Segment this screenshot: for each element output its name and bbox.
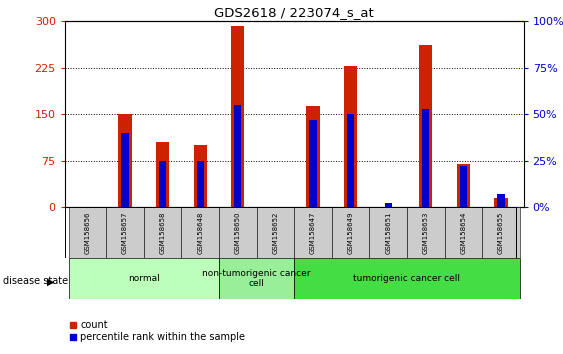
Bar	[156, 142, 169, 207]
Text: normal: normal	[128, 274, 159, 283]
Bar	[118, 114, 132, 207]
FancyBboxPatch shape	[445, 207, 482, 258]
Bar	[457, 164, 470, 207]
Text: tumorigenic cancer cell: tumorigenic cancer cell	[354, 274, 461, 283]
Text: GSM158647: GSM158647	[310, 211, 316, 254]
FancyBboxPatch shape	[144, 207, 181, 258]
FancyBboxPatch shape	[181, 207, 219, 258]
Bar	[309, 120, 316, 207]
Text: GSM158652: GSM158652	[272, 212, 278, 254]
FancyBboxPatch shape	[257, 207, 294, 258]
Bar	[419, 45, 432, 207]
Title: GDS2618 / 223074_s_at: GDS2618 / 223074_s_at	[215, 6, 374, 19]
FancyBboxPatch shape	[332, 207, 369, 258]
Text: GSM158648: GSM158648	[197, 211, 203, 254]
FancyBboxPatch shape	[294, 258, 520, 299]
Bar	[231, 25, 244, 207]
Text: GSM158658: GSM158658	[159, 211, 166, 254]
FancyBboxPatch shape	[219, 258, 294, 299]
Bar	[344, 67, 357, 207]
Bar	[460, 166, 467, 207]
Text: non-tumorigenic cancer
cell: non-tumorigenic cancer cell	[202, 269, 311, 289]
FancyBboxPatch shape	[294, 207, 332, 258]
Text: ▶: ▶	[47, 276, 54, 286]
Text: GSM158657: GSM158657	[122, 211, 128, 254]
Bar	[196, 161, 204, 207]
FancyBboxPatch shape	[482, 207, 520, 258]
Text: GSM158650: GSM158650	[235, 211, 241, 254]
Text: GSM158653: GSM158653	[423, 211, 429, 254]
FancyBboxPatch shape	[407, 207, 445, 258]
Bar	[494, 198, 508, 207]
Text: GSM158655: GSM158655	[498, 212, 504, 254]
FancyBboxPatch shape	[69, 258, 219, 299]
Text: GSM158656: GSM158656	[84, 211, 90, 254]
Bar	[347, 114, 354, 207]
Bar	[497, 194, 504, 207]
Bar	[422, 109, 430, 207]
FancyBboxPatch shape	[369, 207, 407, 258]
Text: GSM158651: GSM158651	[385, 211, 391, 254]
Text: GSM158649: GSM158649	[347, 211, 354, 254]
Legend: count, percentile rank within the sample: count, percentile rank within the sample	[70, 320, 245, 342]
Bar	[121, 133, 128, 207]
Bar	[234, 105, 242, 207]
Bar	[385, 203, 392, 207]
Text: disease state: disease state	[3, 276, 68, 286]
Text: GSM158654: GSM158654	[461, 212, 466, 254]
FancyBboxPatch shape	[106, 207, 144, 258]
Bar	[159, 161, 166, 207]
Bar	[306, 106, 320, 207]
FancyBboxPatch shape	[69, 207, 106, 258]
FancyBboxPatch shape	[219, 207, 257, 258]
Bar	[194, 145, 207, 207]
